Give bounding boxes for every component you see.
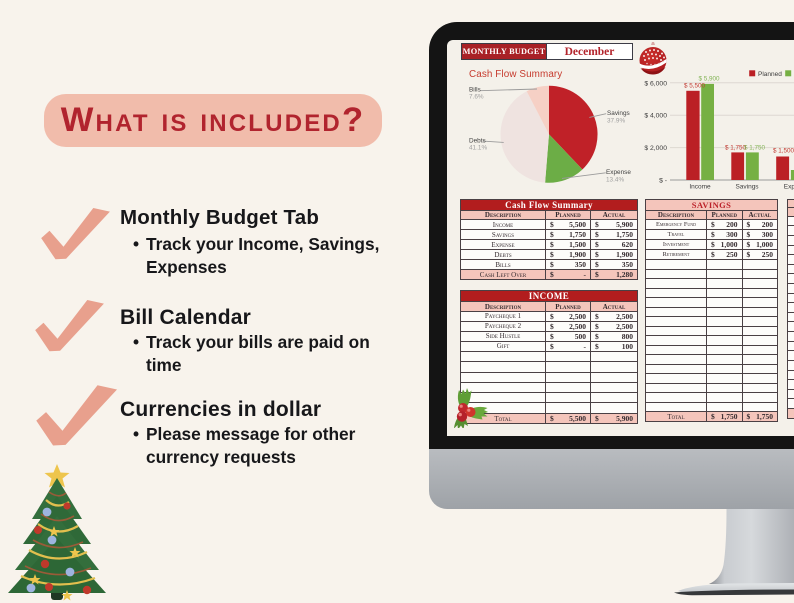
svg-text:$ 6,000: $ 6,000 bbox=[644, 80, 667, 87]
svg-text:41.1%: 41.1% bbox=[469, 145, 487, 152]
svg-text:Expen: Expen bbox=[784, 184, 794, 191]
svg-text:37.9%: 37.9% bbox=[607, 118, 625, 125]
svg-text:$ 4,000: $ 4,000 bbox=[644, 113, 667, 120]
svg-text:$ 1,500: $ 1,500 bbox=[773, 147, 794, 154]
svg-text:$ 1,750: $ 1,750 bbox=[725, 144, 747, 151]
svg-text:$ 5,900: $ 5,900 bbox=[699, 75, 721, 82]
svg-text:Income: Income bbox=[689, 184, 711, 191]
svg-text:Planned: Planned bbox=[758, 71, 782, 78]
svg-text:Bills: Bills bbox=[469, 87, 481, 94]
svg-text:$ 5,500: $ 5,500 bbox=[684, 82, 706, 89]
svg-text:$ -: $ - bbox=[659, 178, 667, 185]
svg-text:$ 1,750: $ 1,750 bbox=[744, 144, 766, 151]
svg-text:7.6%: 7.6% bbox=[469, 94, 484, 101]
svg-text:13.4%: 13.4% bbox=[606, 177, 624, 184]
svg-text:$ 2,000: $ 2,000 bbox=[644, 145, 667, 152]
svg-text:Expense: Expense bbox=[606, 169, 631, 176]
svg-text:Savings: Savings bbox=[735, 184, 759, 191]
svg-text:Savings: Savings bbox=[607, 110, 630, 117]
svg-text:Debts: Debts bbox=[469, 138, 486, 145]
